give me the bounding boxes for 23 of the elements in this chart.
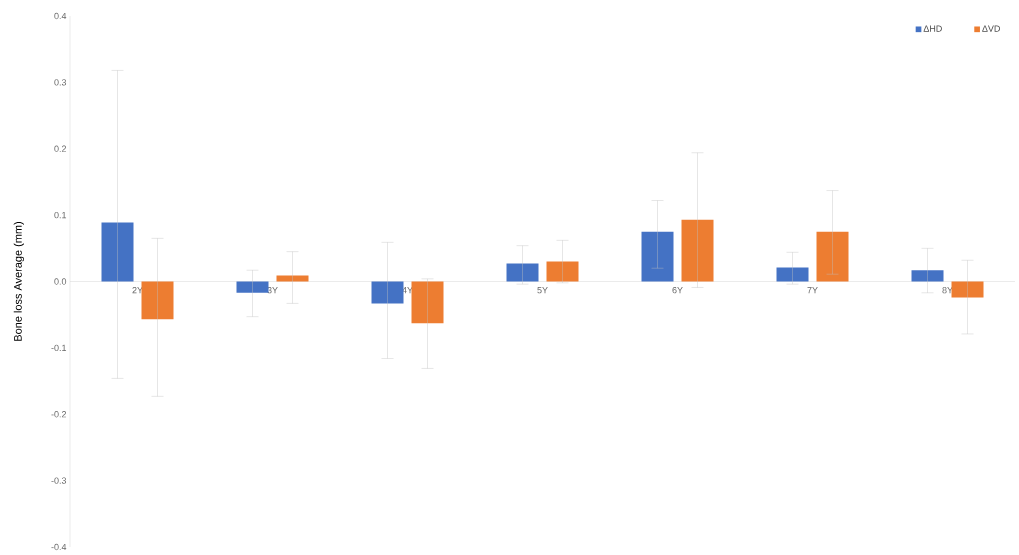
- bar: [681, 219, 714, 282]
- bar: [236, 281, 269, 293]
- x-tick-label: 6Y: [672, 287, 683, 294]
- y-tick-label: -0.1: [51, 344, 67, 352]
- y-tick-label: 0.3: [54, 79, 67, 86]
- y-tick-label: 0.4: [54, 12, 67, 20]
- y-tick-label: 0.0: [54, 278, 67, 285]
- bar: [101, 222, 134, 282]
- y-tick-label: 0.1: [54, 211, 67, 219]
- x-tick-label: 7Y: [807, 287, 818, 294]
- bar: [371, 281, 404, 304]
- y-tick-label: -0.4: [51, 543, 67, 551]
- bar: [276, 275, 309, 282]
- bar: [911, 270, 944, 282]
- y-tick-label: -0.2: [51, 411, 67, 418]
- y-axis-title: Bone loss Average (mm): [13, 222, 24, 341]
- y-tick-label: -0.3: [51, 477, 67, 484]
- legend-label: ΔHD: [923, 25, 942, 32]
- legend-label: ΔVD: [982, 25, 1000, 32]
- x-tick-label: 5Y: [537, 287, 548, 294]
- bar: [141, 281, 174, 320]
- y-tick-label: 0.2: [54, 145, 67, 152]
- bar: [951, 281, 984, 298]
